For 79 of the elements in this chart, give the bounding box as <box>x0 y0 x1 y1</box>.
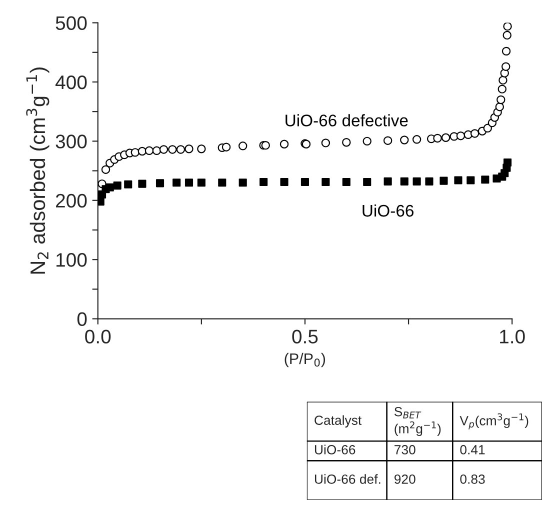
point <box>322 178 330 186</box>
text: V$_{p}$(cm$^{3}$g$^{−1}$) <box>460 413 528 430</box>
y-tick-label: 0 <box>77 312 87 326</box>
point <box>498 84 506 94</box>
point <box>222 142 231 152</box>
y-tick-label: 100 <box>56 253 87 267</box>
point <box>342 178 350 186</box>
point <box>412 177 421 186</box>
point <box>156 179 164 188</box>
point <box>152 146 162 156</box>
text: 0.83 <box>460 474 485 484</box>
y-tick-label: 300 <box>56 134 87 148</box>
point <box>138 180 146 188</box>
x-tick-label: 1.0 <box>500 330 525 344</box>
point <box>496 95 506 104</box>
point <box>502 62 510 71</box>
point <box>172 178 181 187</box>
point <box>503 158 512 167</box>
y-tick-label: 500 <box>56 16 87 30</box>
point <box>159 145 168 154</box>
y-axis-title: N$_{2}$ adsorbed (cm$^{3}$g$^{−1}$) <box>26 68 50 274</box>
point <box>440 176 448 185</box>
point <box>184 144 194 154</box>
text: UiO-66 <box>314 444 356 454</box>
point <box>130 148 140 157</box>
point <box>454 176 462 184</box>
point <box>384 177 392 186</box>
point <box>470 129 480 138</box>
point <box>238 142 248 150</box>
x-tick-label: 0.0 <box>85 330 111 344</box>
point <box>502 46 511 56</box>
point <box>197 178 206 187</box>
point <box>144 146 154 156</box>
point <box>441 133 450 142</box>
point <box>483 124 492 133</box>
point <box>362 136 372 146</box>
point <box>124 180 132 188</box>
point <box>168 145 177 154</box>
point <box>197 144 206 154</box>
point <box>184 178 194 187</box>
point <box>498 76 508 85</box>
series-label: UiO-66 defective <box>286 114 408 126</box>
point <box>456 131 466 140</box>
point <box>502 30 512 40</box>
point <box>425 177 434 186</box>
point <box>363 178 372 186</box>
text: 730 <box>394 445 416 454</box>
series-label: UiO-66 <box>362 204 414 217</box>
point <box>280 178 288 186</box>
point <box>495 102 504 112</box>
point <box>342 138 351 147</box>
point <box>400 136 409 144</box>
point <box>138 146 147 156</box>
point <box>176 145 186 154</box>
text: UiO-66 def. <box>314 474 380 484</box>
point <box>260 178 268 186</box>
point <box>400 177 408 186</box>
y-tick-label: 200 <box>56 194 87 208</box>
y-tick-label: 400 <box>55 75 87 90</box>
point <box>383 136 392 145</box>
point <box>238 178 247 187</box>
text: 920 <box>394 474 416 484</box>
x-tick-label: 0.5 <box>292 330 318 344</box>
text: Catalyst <box>314 415 362 428</box>
point <box>106 183 114 192</box>
point <box>218 178 226 187</box>
point <box>280 140 289 148</box>
point <box>113 182 122 190</box>
point <box>466 176 475 184</box>
point <box>321 138 330 148</box>
x-axis-title: (P/P$_{0}$) <box>284 352 326 368</box>
text: 0.41 <box>460 445 485 454</box>
point <box>433 134 442 143</box>
point <box>481 176 490 184</box>
point <box>503 22 512 31</box>
point <box>300 178 310 186</box>
point <box>412 135 422 144</box>
point <box>101 165 110 174</box>
text: S$_{BET}$ (m$^{2}$g$^{−1}$) <box>394 406 441 436</box>
